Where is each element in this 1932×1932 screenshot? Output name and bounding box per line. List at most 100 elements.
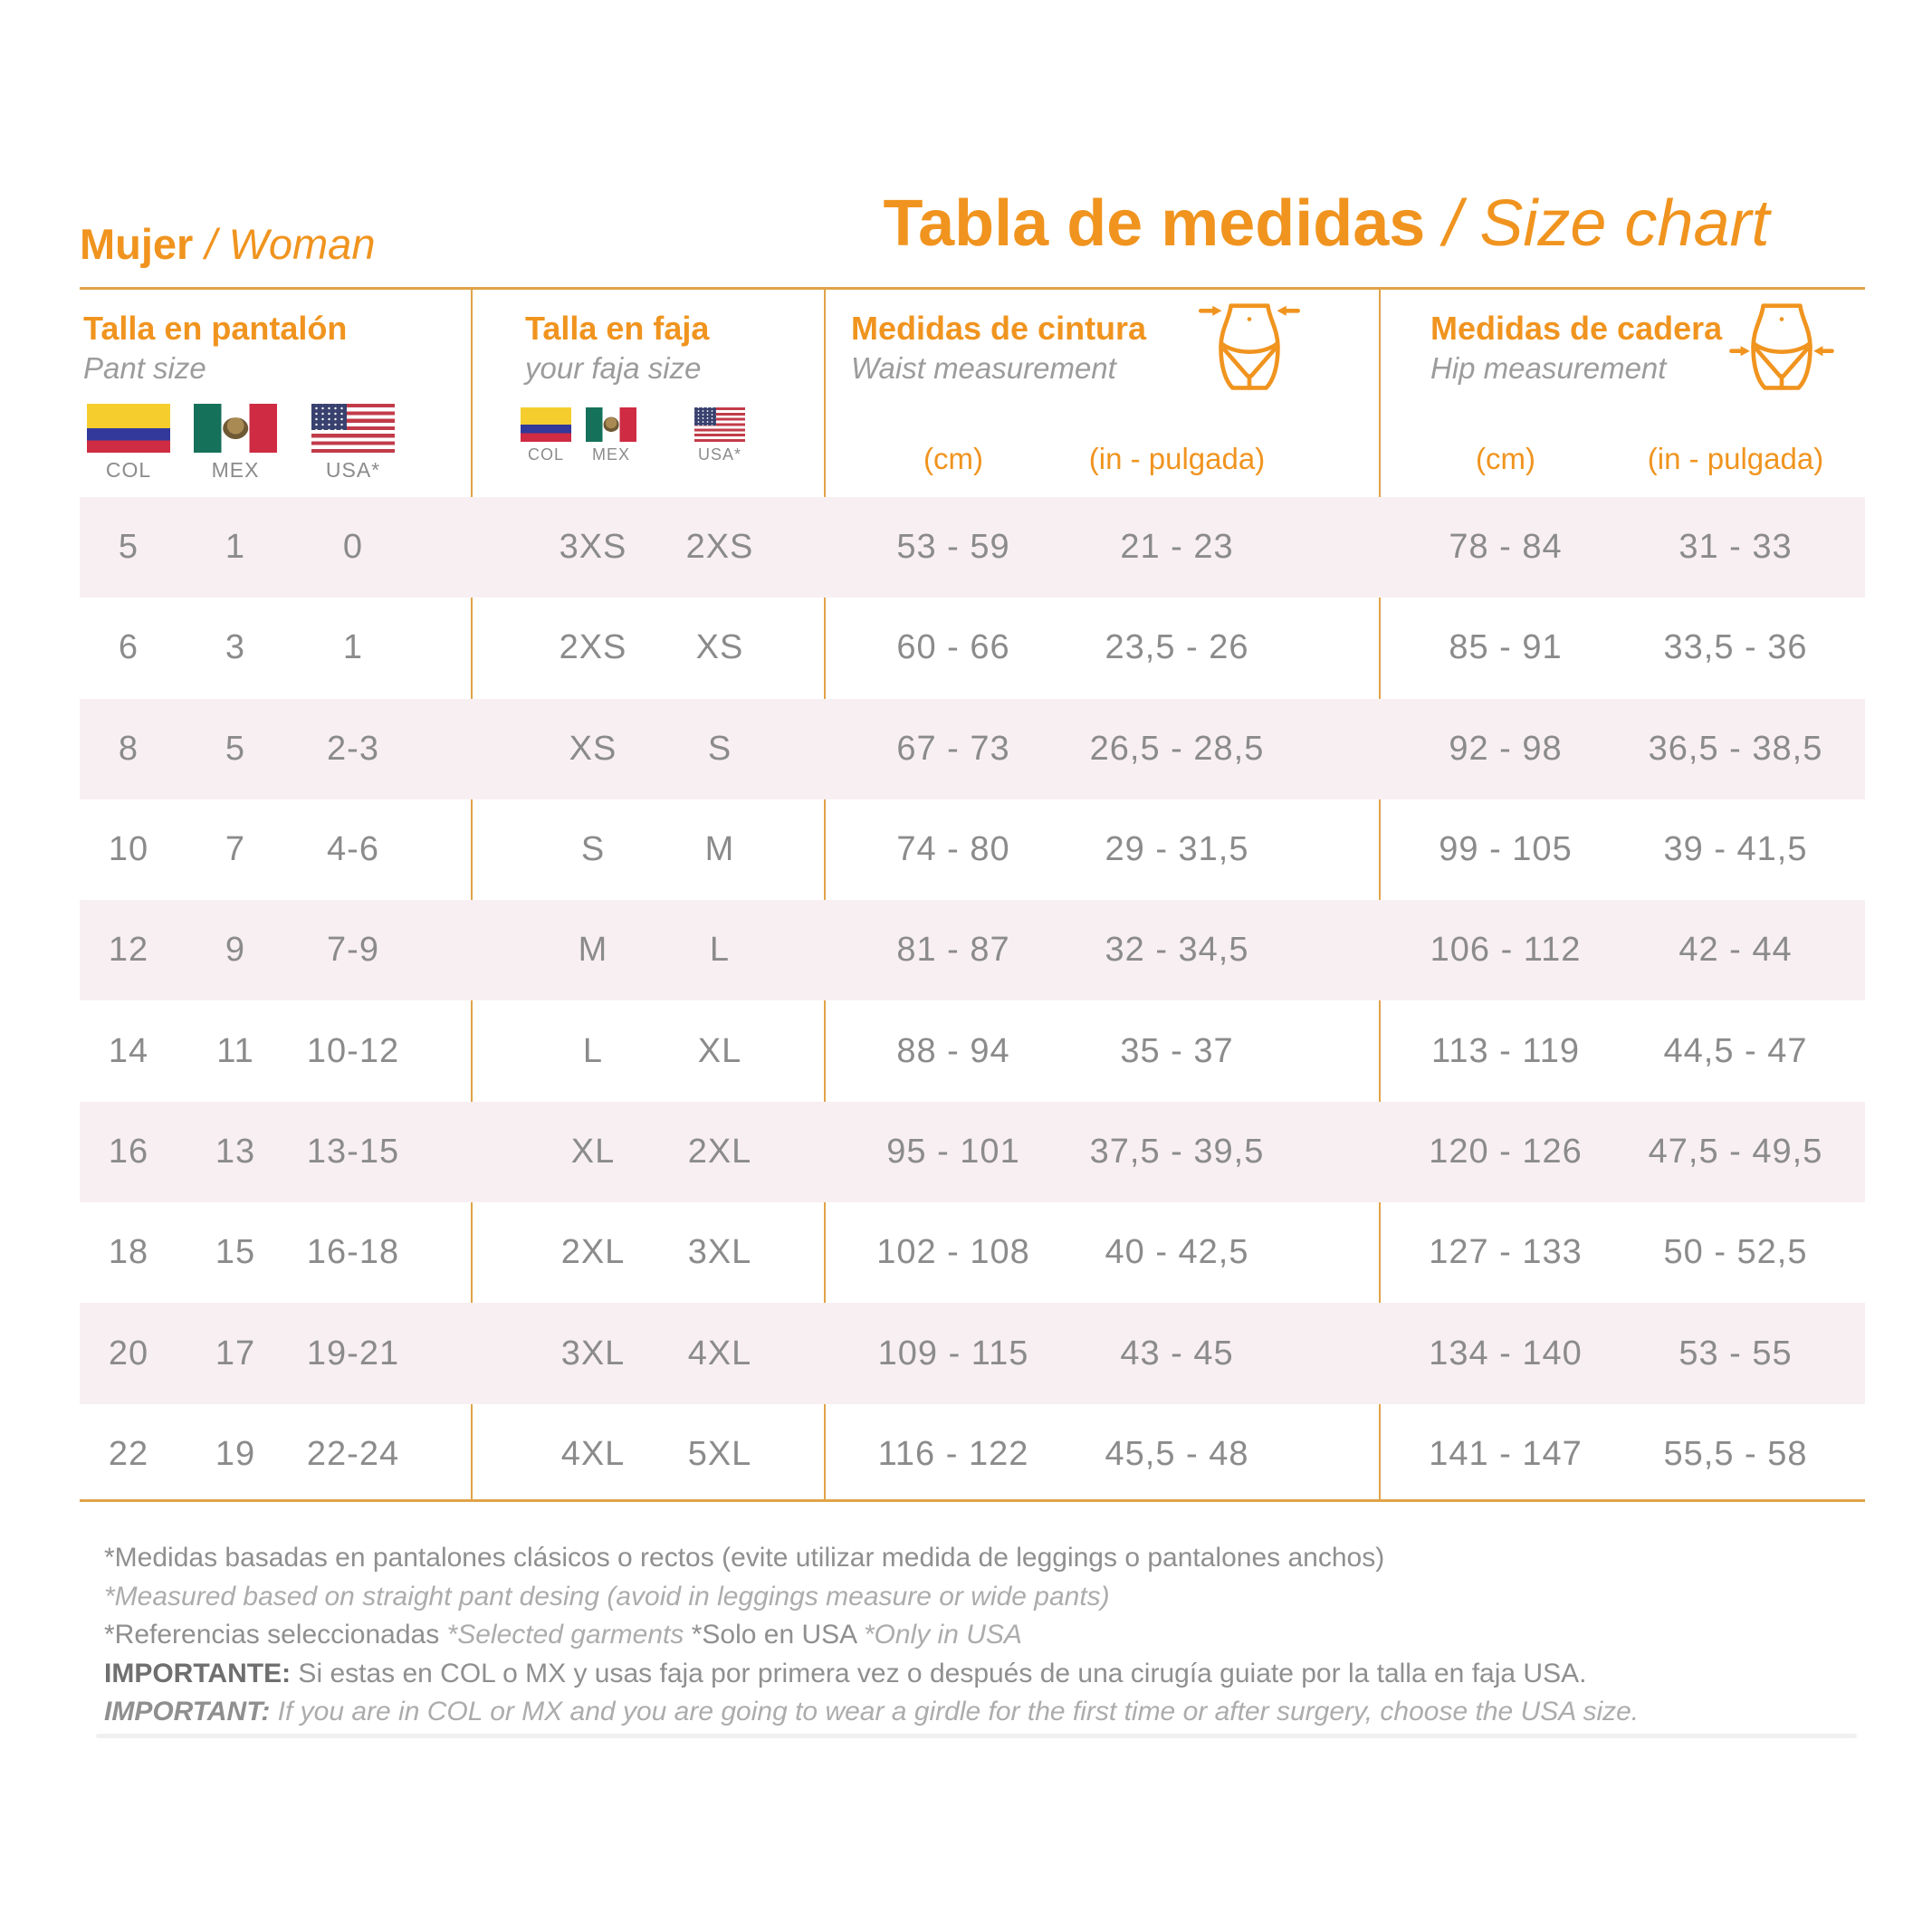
cell-faja-usa: XL <box>697 1031 742 1070</box>
cell-waist-in: 23,5 - 26 <box>1105 628 1249 667</box>
size-table: Talla en pantalón Pant size COL MEX USA*… <box>80 287 1865 1502</box>
cell-waist-in: 32 - 34,5 <box>1105 931 1249 970</box>
cell-faja-col-mx: 2XL <box>560 1233 626 1272</box>
cell-pant-usa: 7-9 <box>327 931 379 970</box>
table-row: 16 13 13-15 XL 2XL 95 - 101 37,5 - 39,5 120 - 1… <box>80 1101 1865 1203</box>
footnote-label: IMPORTANT: <box>104 1697 271 1726</box>
cell-hip-cm: 99 - 105 <box>1439 830 1573 869</box>
cell-faja-usa: L <box>709 931 731 970</box>
footnote-label: IMPORTANTE: <box>104 1658 292 1688</box>
cell-hip-cm: 141 - 147 <box>1429 1434 1583 1473</box>
group-title-faja: Talla en faja <box>525 310 710 347</box>
colombia-flag <box>521 407 571 442</box>
footnote-text: *Measured based on straight pant desing … <box>104 1581 1110 1612</box>
cell-waist-cm: 60 - 66 <box>896 628 1010 667</box>
cell-hip-cm: 78 - 84 <box>1449 528 1563 567</box>
cell-pant-col: 22 <box>108 1434 149 1473</box>
cell-pant-usa: 2-3 <box>327 729 379 768</box>
cell-hip-cm: 92 - 98 <box>1449 729 1563 768</box>
unit-label-hip-in: (in - pulgada) <box>1647 442 1824 475</box>
cell-hip-in: 39 - 41,5 <box>1663 830 1808 869</box>
cell-waist-cm: 88 - 94 <box>896 1031 1010 1070</box>
usa-flag <box>311 404 395 453</box>
cell-faja-usa: 4XL <box>687 1334 752 1372</box>
cell-pant-mex: 15 <box>215 1233 256 1272</box>
mexico-flag <box>194 404 277 453</box>
cell-pant-mex: 9 <box>225 931 246 970</box>
title-es: Tabla de medidas <box>883 187 1426 260</box>
unit-label-waist-in: (in - pulgada) <box>1088 442 1266 475</box>
cell-hip-cm: 113 - 119 <box>1431 1031 1580 1070</box>
cell-faja-col-mx: 3XL <box>560 1334 626 1372</box>
hip-measure-icon <box>1729 303 1834 390</box>
cell-pant-col: 12 <box>108 931 149 970</box>
flag-label-mex: MEX <box>591 445 630 464</box>
cell-pant-col: 18 <box>108 1233 149 1272</box>
cell-faja-usa: 5XL <box>687 1434 752 1473</box>
cell-hip-in: 55,5 - 58 <box>1663 1434 1808 1473</box>
footnote-text: Si estas en COL o MX y usas faja por pri… <box>291 1658 1587 1688</box>
footnote-line: *Medidas basadas en pantalones clásicos … <box>104 1539 1639 1578</box>
cell-hip-cm: 134 - 140 <box>1429 1334 1583 1372</box>
table-row: 12 9 7-9 M L 81 - 87 32 - 34,5 106 - 112 42 - 44 <box>80 900 1865 1001</box>
cell-waist-in: 40 - 42,5 <box>1105 1233 1249 1272</box>
table-row: 5 1 0 3XS 2XS 53 - 59 21 - 23 78 - 84 31 - 33 <box>80 497 1865 598</box>
table-row: 22 19 22-24 4XL 5XL 116 - 122 45,5 - 48 141 - 1… <box>80 1404 1865 1505</box>
cell-faja-col-mx: S <box>580 830 606 869</box>
footnote-text: *Solo en USA <box>691 1620 864 1650</box>
cell-pant-usa: 13-15 <box>306 1132 400 1171</box>
cell-faja-usa: 2XL <box>687 1132 752 1171</box>
cell-hip-cm: 85 - 91 <box>1449 628 1563 667</box>
cell-waist-cm: 102 - 108 <box>876 1233 1030 1272</box>
cell-hip-in: 44,5 - 47 <box>1663 1031 1808 1070</box>
waist-measure-icon <box>1198 303 1301 390</box>
flag-label-col: COL <box>527 445 564 464</box>
cell-pant-col: 5 <box>118 528 139 567</box>
cell-pant-usa: 22-24 <box>306 1434 400 1473</box>
cell-hip-in: 47,5 - 49,5 <box>1648 1132 1823 1171</box>
cell-pant-usa: 10-12 <box>306 1031 400 1070</box>
cell-waist-cm: 67 - 73 <box>896 729 1010 768</box>
cell-faja-usa: S <box>707 729 732 768</box>
cell-hip-in: 31 - 33 <box>1679 528 1793 567</box>
cell-pant-mex: 3 <box>225 628 246 667</box>
cell-pant-col: 14 <box>108 1031 149 1070</box>
flag-label-usa: USA* <box>325 458 381 482</box>
cell-pant-col: 16 <box>108 1132 149 1171</box>
cell-hip-in: 50 - 52,5 <box>1663 1233 1808 1272</box>
cell-hip-in: 33,5 - 36 <box>1663 628 1808 667</box>
cell-waist-cm: 53 - 59 <box>896 528 1010 567</box>
flag-label-usa: USA* <box>697 445 741 464</box>
cell-faja-col-mx: XS <box>569 729 617 768</box>
cell-pant-mex: 1 <box>225 528 246 567</box>
cell-faja-col-mx: 2XS <box>559 628 627 667</box>
cell-hip-in: 42 - 44 <box>1679 931 1793 970</box>
cell-waist-cm: 95 - 101 <box>886 1132 1020 1171</box>
footnote-text: *Referencias seleccionadas <box>104 1620 447 1650</box>
vertical-divider <box>824 290 826 1499</box>
flag-label-col: COL <box>105 458 152 482</box>
cell-faja-usa: M <box>704 830 735 869</box>
table-header: Talla en pantalón Pant size COL MEX USA*… <box>80 290 1865 497</box>
cell-waist-in: 45,5 - 48 <box>1105 1434 1249 1473</box>
cell-waist-in: 37,5 - 39,5 <box>1089 1132 1265 1171</box>
table-row: 20 17 19-21 3XL 4XL 109 - 115 43 - 45 134 - 140… <box>80 1303 1865 1404</box>
cell-hip-in: 36,5 - 38,5 <box>1648 729 1823 768</box>
cell-waist-cm: 109 - 115 <box>877 1334 1029 1372</box>
cell-pant-mex: 7 <box>225 830 246 869</box>
cell-pant-mex: 17 <box>215 1334 256 1372</box>
footnote-text: *Medidas basadas en pantalones clásicos … <box>104 1543 1385 1573</box>
vertical-divider <box>471 290 473 1499</box>
cell-hip-cm: 106 - 112 <box>1430 931 1582 970</box>
table-body: 5 1 0 3XS 2XS 53 - 59 21 - 23 78 - 84 31 - 33 6 3 1… <box>80 497 1865 1505</box>
footnotes: *Medidas basadas en pantalones clásicos … <box>104 1539 1639 1732</box>
cell-pant-usa: 19-21 <box>306 1334 400 1372</box>
cell-faja-col-mx: L <box>582 1031 604 1070</box>
group-title-pant: Talla en pantalón <box>83 310 348 347</box>
cell-pant-usa: 4-6 <box>327 830 379 869</box>
cell-hip-cm: 120 - 126 <box>1429 1132 1583 1171</box>
group-title-waist: Medidas de cintura <box>851 310 1147 347</box>
cell-pant-col: 10 <box>108 830 149 869</box>
cell-pant-mex: 13 <box>215 1132 256 1171</box>
